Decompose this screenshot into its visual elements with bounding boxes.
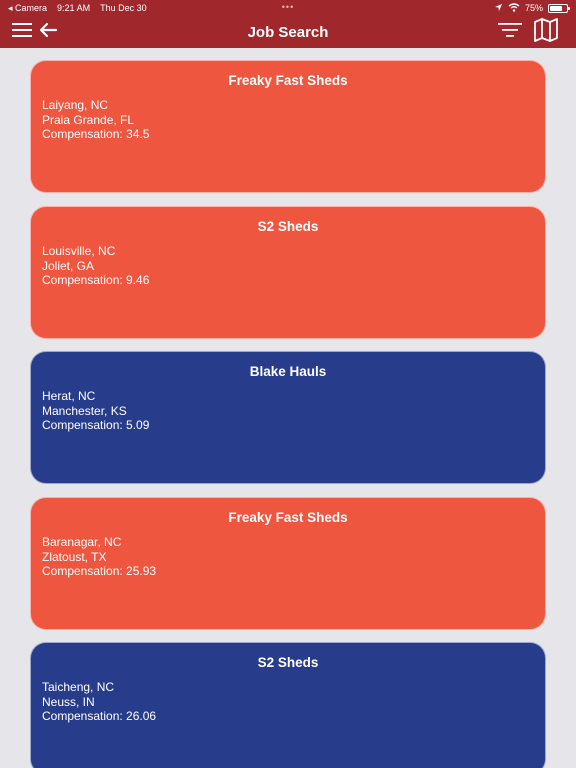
- job-compensation: Compensation: 26.06: [42, 709, 157, 723]
- back-to-app-link[interactable]: ◂ Camera: [8, 2, 48, 13]
- job-company: S2 Sheds: [257, 655, 319, 670]
- back-arrow-icon: [38, 22, 58, 43]
- job-destination: Joliet, GA: [42, 258, 95, 273]
- multitasking-dots[interactable]: •••: [281, 2, 295, 12]
- job-origin: Laiyang, NC: [42, 98, 109, 112]
- job-card[interactable]: Freaky Fast Sheds Laiyang, NC Praia Gran…: [30, 60, 546, 193]
- job-destination: Neuss, IN: [42, 694, 95, 709]
- location-icon: [494, 3, 503, 14]
- wifi-icon: [508, 2, 520, 14]
- job-origin: Baranagar, NC: [42, 535, 122, 549]
- job-company: S2 Sheds: [257, 219, 319, 234]
- status-date: Thu Dec 30: [100, 3, 147, 13]
- back-button[interactable]: [32, 16, 64, 48]
- map-button[interactable]: [530, 16, 562, 48]
- menu-icon: [11, 22, 33, 43]
- back-app-label: Camera: [15, 2, 48, 13]
- job-origin: Herat, NC: [42, 389, 96, 403]
- job-compensation: Compensation: 34.5: [42, 127, 150, 141]
- job-list: Freaky Fast Sheds Laiyang, NC Praia Gran…: [0, 48, 576, 768]
- job-card[interactable]: S2 Sheds Taicheng, NC Neuss, IN Compensa…: [30, 642, 546, 768]
- page-title: Job Search: [247, 23, 329, 41]
- job-compensation: Compensation: 5.09: [42, 418, 150, 432]
- battery-icon: [548, 3, 570, 13]
- job-destination: Zlatoust, TX: [42, 549, 107, 564]
- menu-button[interactable]: [6, 16, 38, 48]
- job-destination: Manchester, KS: [42, 403, 127, 418]
- job-compensation: Compensation: 25.93: [42, 564, 157, 578]
- job-compensation: Compensation: 9.46: [42, 273, 150, 287]
- job-card[interactable]: Freaky Fast Sheds Baranagar, NC Zlatoust…: [30, 497, 546, 630]
- job-company: Freaky Fast Sheds: [228, 73, 348, 88]
- job-card[interactable]: S2 Sheds Louisville, NC Joliet, GA Compe…: [30, 206, 546, 339]
- navigation-bar: Job Search: [0, 16, 576, 48]
- status-bar: ◂ Camera 9:21 AM Thu Dec 30 ••• 75%: [0, 0, 576, 16]
- filter-icon: [497, 21, 523, 44]
- job-origin: Taicheng, NC: [42, 680, 115, 694]
- job-card[interactable]: Blake Hauls Herat, NC Manchester, KS Com…: [30, 351, 546, 484]
- map-icon: [533, 17, 559, 47]
- job-destination: Praia Grande, FL: [42, 112, 135, 127]
- status-time: 9:21 AM: [57, 3, 91, 13]
- job-origin: Louisville, NC: [42, 244, 116, 258]
- battery-percent: 75%: [524, 3, 543, 13]
- job-company: Freaky Fast Sheds: [228, 510, 348, 525]
- job-company: Blake Hauls: [249, 364, 327, 379]
- filter-button[interactable]: [494, 16, 526, 48]
- battery-level: [550, 5, 562, 11]
